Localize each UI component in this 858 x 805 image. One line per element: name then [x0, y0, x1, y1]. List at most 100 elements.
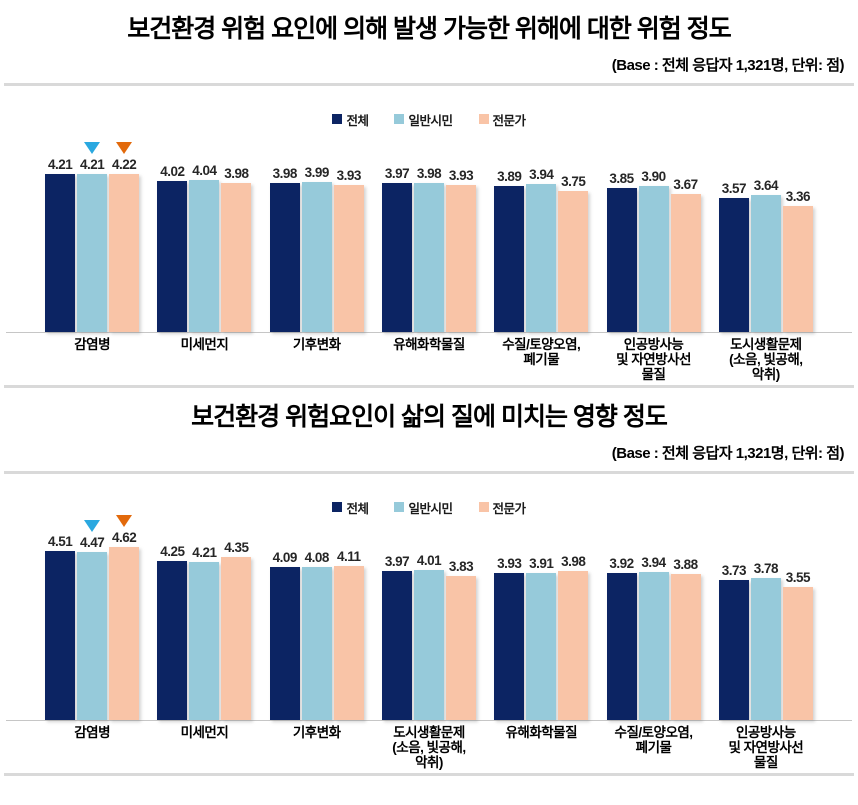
- bar-chart: 전체 일반시민 전문가 4.21 4.21 4.22 4.02 4.04 3.98 3.98 3.…: [0, 86, 858, 385]
- section-divider: [4, 773, 854, 776]
- legend-label: 전문가: [492, 113, 527, 128]
- bar: [333, 566, 364, 720]
- bar-group: 3.97 3.98 3.93: [373, 166, 485, 332]
- bar-column: 3.75: [558, 174, 589, 332]
- bar: [606, 188, 637, 332]
- bar-value-label: 4.04: [192, 163, 217, 178]
- bar-column: 3.73: [718, 563, 749, 720]
- bar: [381, 183, 412, 332]
- bar-group: 3.89 3.94 3.75: [485, 167, 597, 332]
- bar-column: 3.64: [750, 178, 781, 332]
- bar-group: 3.97 4.01 3.83: [373, 553, 485, 720]
- category-label: 수질/토양오염, 폐기물: [502, 337, 581, 368]
- category-label: 기후변화: [292, 725, 341, 740]
- bar-value-label: 4.01: [416, 553, 442, 568]
- category-label: 도시생활문제 (소음, 빛공해, 악취): [729, 337, 803, 383]
- triangle-down-marker: [84, 520, 101, 532]
- bar-column: 3.98: [221, 166, 252, 332]
- category-label: 수질/토양오염, 폐기물: [614, 725, 694, 756]
- legend-item: 전체: [332, 110, 369, 129]
- legend-swatch: [394, 114, 405, 124]
- bar: [45, 551, 76, 720]
- bar: [782, 587, 813, 720]
- triangle-down-marker: [84, 142, 101, 154]
- bar-column: 3.36: [782, 189, 813, 332]
- bar-group: 3.98 3.99 3.93: [261, 165, 373, 332]
- triangle-down-marker: [116, 515, 133, 527]
- bar-value-label: 3.91: [529, 556, 554, 571]
- bar-group: 3.57 3.64 3.36: [710, 178, 822, 332]
- report-page: 보건환경 위험 요인에 의해 발생 가능한 위해에 대한 위험 정도 (Base…: [0, 15, 858, 776]
- bar: [301, 182, 332, 332]
- bar-value-label: 3.36: [785, 189, 811, 204]
- bar-column: 3.78: [750, 561, 781, 720]
- bar-column: 4.47: [77, 520, 108, 720]
- bar-column: 3.98: [413, 166, 444, 332]
- bar-column: 4.11: [333, 549, 364, 720]
- chart-legend: 전체 일반시민 전문가: [0, 86, 858, 129]
- category-label: 감염병: [74, 725, 111, 740]
- bar: [494, 186, 525, 332]
- bar-value-label: 4.51: [48, 534, 73, 549]
- bar: [269, 183, 300, 332]
- bar-value-label: 3.88: [673, 557, 698, 572]
- bar-column: 4.02: [157, 164, 188, 332]
- bar-value-label: 4.02: [160, 164, 185, 179]
- bar: [77, 174, 108, 332]
- bar-column: 3.93: [445, 168, 476, 332]
- legend-item: 전체: [332, 498, 369, 517]
- bar-group: 3.73 3.78 3.55: [710, 561, 822, 720]
- bar-value-label: 4.25: [160, 544, 185, 559]
- bar: [638, 572, 669, 720]
- category-label: 미세먼지: [180, 337, 229, 352]
- bar-value-label: 3.99: [304, 165, 330, 180]
- bar-column: 3.92: [606, 556, 637, 720]
- bar: [638, 186, 669, 332]
- bar: [526, 573, 557, 720]
- bar-column: 3.97: [381, 554, 412, 720]
- bar-group: 4.09 4.08 4.11: [261, 549, 373, 720]
- bar-column: 4.25: [157, 544, 188, 720]
- legend-swatch: [478, 502, 489, 512]
- bar: [157, 181, 188, 332]
- bar: [718, 198, 749, 332]
- bar: [221, 183, 252, 332]
- bar-value-label: 3.98: [561, 554, 586, 569]
- bar-column: 3.99: [301, 165, 332, 332]
- category-label: 감염병: [74, 337, 111, 352]
- bar: [445, 576, 476, 720]
- bar-value-label: 3.97: [384, 166, 410, 181]
- bar: [413, 570, 444, 720]
- bar: [558, 191, 589, 332]
- bar: [109, 174, 140, 332]
- category-label: 기후변화: [292, 337, 341, 352]
- bar-value-label: 3.90: [641, 169, 666, 184]
- bar-column: 4.51: [45, 534, 76, 720]
- bar-group: 3.92 3.94 3.88: [597, 555, 709, 720]
- legend-swatch: [332, 114, 343, 124]
- bar: [782, 206, 813, 332]
- bar-column: 3.55: [782, 570, 813, 720]
- bar-column: 3.91: [526, 556, 557, 720]
- bar-group: 3.93 3.91 3.98: [485, 554, 597, 720]
- bar-value-label: 4.21: [48, 157, 73, 172]
- chart-legend: 전체 일반시민 전문가: [0, 474, 858, 517]
- bar-column: 3.89: [494, 169, 525, 332]
- bar: [750, 195, 781, 332]
- bar-column: 3.83: [445, 559, 476, 720]
- bar-group: 3.85 3.90 3.67: [597, 169, 709, 332]
- bar: [718, 580, 749, 720]
- legend-swatch: [478, 114, 489, 124]
- bar-column: 4.21: [189, 545, 220, 720]
- category-label: 유해화학물질: [505, 725, 578, 740]
- bar: [157, 561, 188, 720]
- bar-value-label: 3.67: [673, 177, 698, 192]
- bar-value-label: 3.93: [497, 556, 522, 571]
- bar-value-label: 3.75: [561, 174, 586, 189]
- bar-column: 3.97: [381, 166, 412, 332]
- bar: [445, 185, 476, 332]
- bar-value-label: 4.08: [304, 550, 330, 565]
- bar-column: 4.09: [269, 550, 300, 720]
- bar-group: 4.02 4.04 3.98: [148, 163, 260, 332]
- bar: [45, 174, 76, 332]
